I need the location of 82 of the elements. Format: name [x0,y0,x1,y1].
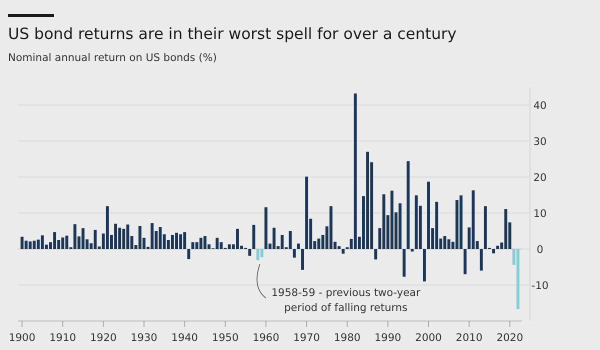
bar [447,239,450,249]
bar [414,195,418,249]
y-tick-label: -10 [531,280,549,292]
bar [82,228,84,249]
bar [53,232,56,249]
bar [354,93,357,249]
bar [40,235,44,249]
x-tick-label: 1990 [374,332,402,344]
y-tick-label: 0 [536,244,544,256]
bar [260,249,264,258]
x-tick-label: 2010 [456,332,483,344]
bar [390,190,394,249]
bar [272,228,276,249]
bar [264,207,268,249]
bar [480,249,483,271]
chart-title: US bond returns are in their worst spell for over a century [8,25,457,43]
bar [183,232,186,249]
bar [170,234,174,249]
bar [435,202,438,249]
x-tick-label: 1940 [171,332,198,344]
bar [516,249,520,310]
y-tick-label: 20 [533,172,547,184]
bar [175,232,178,249]
bar [338,246,341,249]
bar [28,241,32,249]
bar [292,249,296,258]
bar [496,246,500,249]
bar [36,240,40,249]
bar [61,237,64,249]
x-tick-label: 1930 [130,332,158,344]
bar [296,244,300,249]
bar [305,176,308,249]
bar [106,206,109,249]
bar [464,249,467,274]
chart-subtitle: Nominal annual return on US bonds (%) [8,52,217,64]
x-tick-label: 1980 [334,332,361,344]
bar [402,249,406,277]
bar [330,206,332,249]
bar [248,249,252,256]
bar [288,231,292,249]
annotation: 1958-59 - previous two-year period of falling returns [271,287,421,314]
bar [20,236,24,249]
y-tick-label: 40 [533,100,547,112]
bar [73,224,76,249]
bar [492,249,496,254]
x-tick-label: 1900 [8,332,36,344]
bar [301,249,304,270]
bar [195,242,198,249]
bar [398,203,402,249]
bar [138,226,142,249]
bar [150,223,154,249]
y-tick-label: 30 [533,136,547,148]
bar [204,236,206,249]
bar [228,244,231,249]
bar [118,228,122,249]
bar [342,249,345,254]
bar [179,234,182,249]
bar [122,228,126,249]
x-tick-label: 1960 [252,332,280,344]
x-tick-label: 1910 [49,332,76,344]
bar [24,240,28,249]
bar [366,152,370,249]
bar [236,228,239,249]
bar [187,249,190,260]
y-tick-label: 10 [533,208,547,220]
x-tick-label: 2020 [496,332,524,344]
bar [427,182,430,249]
x-tick-label: 2000 [415,332,442,344]
bar [256,249,260,260]
bar [199,238,202,249]
bar [374,249,378,260]
bar [216,238,219,249]
bar [484,206,487,249]
x-tick-label: 1970 [293,332,320,344]
bar [382,194,386,249]
x-tick-label: 1950 [212,332,239,344]
bar [422,249,426,282]
bar [460,195,462,249]
bar [280,234,284,249]
x-tick-label: 1920 [90,332,117,344]
bar [406,161,410,249]
bar [114,224,118,249]
